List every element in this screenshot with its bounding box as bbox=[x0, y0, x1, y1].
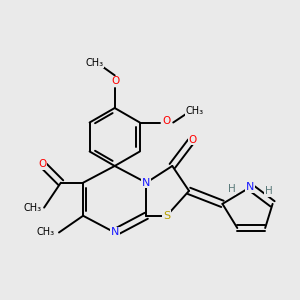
Text: O: O bbox=[38, 159, 46, 169]
Text: N: N bbox=[110, 227, 119, 238]
Text: N: N bbox=[142, 178, 151, 188]
Text: N: N bbox=[246, 182, 254, 192]
Text: CH₃: CH₃ bbox=[85, 58, 103, 68]
Text: H: H bbox=[228, 184, 236, 194]
Text: O: O bbox=[112, 76, 120, 86]
Text: CH₃: CH₃ bbox=[24, 202, 42, 213]
Text: O: O bbox=[189, 135, 197, 145]
Text: CH₃: CH₃ bbox=[186, 106, 204, 116]
Text: O: O bbox=[112, 76, 120, 86]
Text: CH₃: CH₃ bbox=[37, 227, 55, 238]
Text: S: S bbox=[163, 211, 170, 221]
Text: O: O bbox=[163, 116, 171, 126]
Text: O: O bbox=[163, 116, 171, 126]
Text: H: H bbox=[265, 186, 273, 196]
